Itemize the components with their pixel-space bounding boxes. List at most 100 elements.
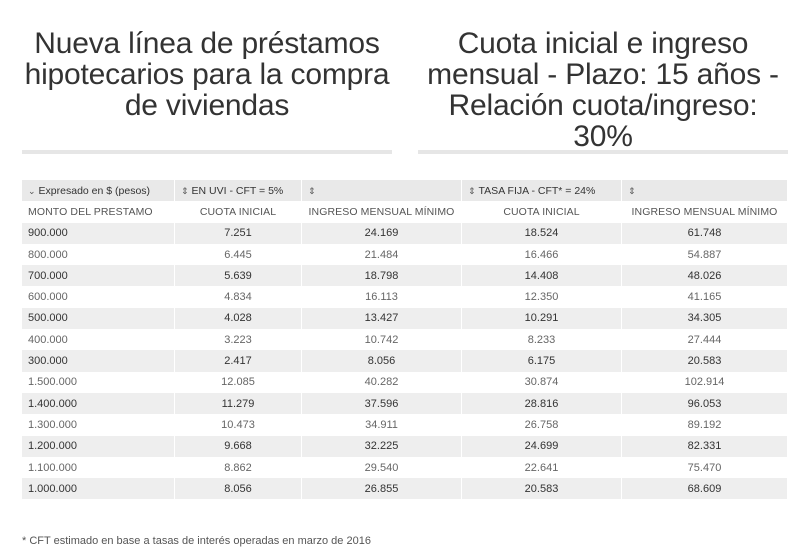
column-header-ingreso-uvi[interactable]: INGRESO MENSUAL MÍNIMO [302,201,462,223]
cell-ingreso-fija: 82.331 [622,435,788,457]
cell-cuota-uvi: 11.279 [175,392,302,415]
cell-cuota-fija: 18.524 [462,222,622,244]
cell-cuota-uvi: 12.085 [175,371,302,393]
cell-monto: 1.000.000 [22,478,175,500]
column-header-row: MONTO DEL PRESTAMO CUOTA INICIAL INGRESO… [22,201,788,223]
cell-monto: 300.000 [22,350,175,372]
cell-cuota-uvi: 7.251 [175,222,302,244]
group-header-row: ⌄ Expresado en $ (pesos) ⇕ EN UVI - CFT = … [22,180,788,202]
table-row: 1.500.000 12.085 40.282 30.874 102.914 [22,371,788,393]
cell-ingreso-fija: 34.305 [622,307,788,330]
cell-ingreso-fija: 68.609 [622,478,788,500]
cell-monto: 900.000 [22,222,175,244]
cell-cuota-fija: 30.874 [462,371,622,393]
cell-monto: 1.500.000 [22,371,175,393]
table-row: 900.000 7.251 24.169 18.524 61.748 [22,222,788,244]
cell-ingreso-uvi: 37.596 [302,392,462,415]
cell-ingreso-fija: 41.165 [622,286,788,308]
table-row: 400.000 3.223 10.742 8.233 27.444 [22,329,788,351]
cell-ingreso-uvi: 21.484 [302,243,462,266]
cell-ingreso-uvi: 8.056 [302,350,462,372]
sort-icon: ⇕ [308,185,316,196]
table-row: 600.000 4.834 16.113 12.350 41.165 [22,286,788,308]
cell-cuota-fija: 14.408 [462,265,622,287]
table-row: 300.000 2.417 8.056 6.175 20.583 [22,350,788,372]
title-right: Cuota inicial e ingreso mensual - Plazo:… [427,27,779,154]
column-header-cuota-fija[interactable]: CUOTA INICIAL [462,201,622,223]
group-header-tasa-fija[interactable]: ⇕ TASA FIJA - CFT* = 24% [462,180,622,202]
cell-ingreso-fija: 75.470 [622,456,788,479]
cell-cuota-fija: 10.291 [462,307,622,330]
table-row: 1.200.000 9.668 32.225 24.699 82.331 [22,435,788,457]
cell-monto: 400.000 [22,329,175,351]
cell-cuota-uvi: 10.473 [175,414,302,436]
cell-cuota-fija: 12.350 [462,286,622,308]
column-header-cuota-uvi[interactable]: CUOTA INICIAL [175,201,302,223]
table-row: 800.000 6.445 21.484 16.466 54.887 [22,243,788,266]
cell-monto: 1.300.000 [22,414,175,436]
loan-table: ⌄ Expresado en $ (pesos) ⇕ EN UVI - CFT = … [22,180,788,500]
group-header-uvi[interactable]: ⇕ EN UVI - CFT = 5% [175,180,302,202]
cell-ingreso-fija: 61.748 [622,222,788,244]
chevron-down-icon: ⌄ [28,185,36,196]
title-left: Nueva línea de préstamos hipotecarios pa… [24,27,390,123]
sort-icon: ⇕ [628,185,636,196]
column-header-ingreso-fija[interactable]: INGRESO MENSUAL MÍNIMO [622,201,788,223]
cell-monto: 800.000 [22,243,175,266]
cell-ingreso-uvi: 24.169 [302,222,462,244]
column-header-monto[interactable]: MONTO DEL PRESTAMO [22,201,175,223]
table-row: 1.100.000 8.862 29.540 22.641 75.470 [22,456,788,479]
group-header-currency[interactable]: ⌄ Expresado en $ (pesos) [22,180,175,202]
cell-cuota-fija: 26.758 [462,414,622,436]
cell-cuota-fija: 8.233 [462,329,622,351]
cell-ingreso-fija: 20.583 [622,350,788,372]
cell-monto: 500.000 [22,307,175,330]
cell-ingreso-uvi: 18.798 [302,265,462,287]
cell-cuota-uvi: 8.056 [175,478,302,500]
table-row: 500.000 4.028 13.427 10.291 34.305 [22,307,788,330]
cell-ingreso-fija: 89.192 [622,414,788,436]
cell-monto: 1.200.000 [22,435,175,457]
cell-ingreso-uvi: 16.113 [302,286,462,308]
group-header-label: EN UVI - CFT = 5% [191,184,284,197]
title-divider-right [418,150,788,154]
cell-cuota-fija: 6.175 [462,350,622,372]
cell-cuota-fija: 22.641 [462,456,622,479]
table-row: 1.000.000 8.056 26.855 20.583 68.609 [22,478,788,500]
sort-icon: ⇕ [468,185,476,196]
cell-ingreso-fija: 96.053 [622,392,788,415]
cell-cuota-uvi: 9.668 [175,435,302,457]
cell-ingreso-uvi: 40.282 [302,371,462,393]
group-header-label: TASA FIJA - CFT* = 24% [478,184,596,197]
cell-cuota-uvi: 8.862 [175,456,302,479]
cell-ingreso-uvi: 29.540 [302,456,462,479]
cell-monto: 600.000 [22,286,175,308]
cell-ingreso-uvi: 34.911 [302,414,462,436]
table-row: 700.000 5.639 18.798 14.408 48.026 [22,265,788,287]
cell-cuota-fija: 16.466 [462,243,622,266]
cell-ingreso-uvi: 32.225 [302,435,462,457]
cell-ingreso-uvi: 10.742 [302,329,462,351]
group-header-uvi-ingreso[interactable]: ⇕ [302,180,462,202]
cell-cuota-uvi: 3.223 [175,329,302,351]
group-header-label: Expresado en $ (pesos) [38,184,151,197]
table-row: 1.400.000 11.279 37.596 28.816 96.053 [22,392,788,415]
cell-ingreso-fija: 102.914 [622,371,788,393]
table-row: 1.300.000 10.473 34.911 26.758 89.192 [22,414,788,436]
cell-ingreso-uvi: 26.855 [302,478,462,500]
cell-ingreso-fija: 48.026 [622,265,788,287]
title-divider-left [22,150,392,154]
cell-monto: 1.400.000 [22,392,175,415]
cell-ingreso-uvi: 13.427 [302,307,462,330]
group-header-tasa-fija-ingreso[interactable]: ⇕ [622,180,788,202]
cell-cuota-fija: 24.699 [462,435,622,457]
cell-cuota-fija: 28.816 [462,392,622,415]
cell-cuota-uvi: 6.445 [175,243,302,266]
cell-monto: 700.000 [22,265,175,287]
cell-cuota-uvi: 5.639 [175,265,302,287]
cell-cuota-uvi: 4.834 [175,286,302,308]
cell-cuota-fija: 20.583 [462,478,622,500]
cell-ingreso-fija: 54.887 [622,243,788,266]
footnote: * CFT estimado en base a tasas de interé… [22,535,371,547]
cell-cuota-uvi: 2.417 [175,350,302,372]
